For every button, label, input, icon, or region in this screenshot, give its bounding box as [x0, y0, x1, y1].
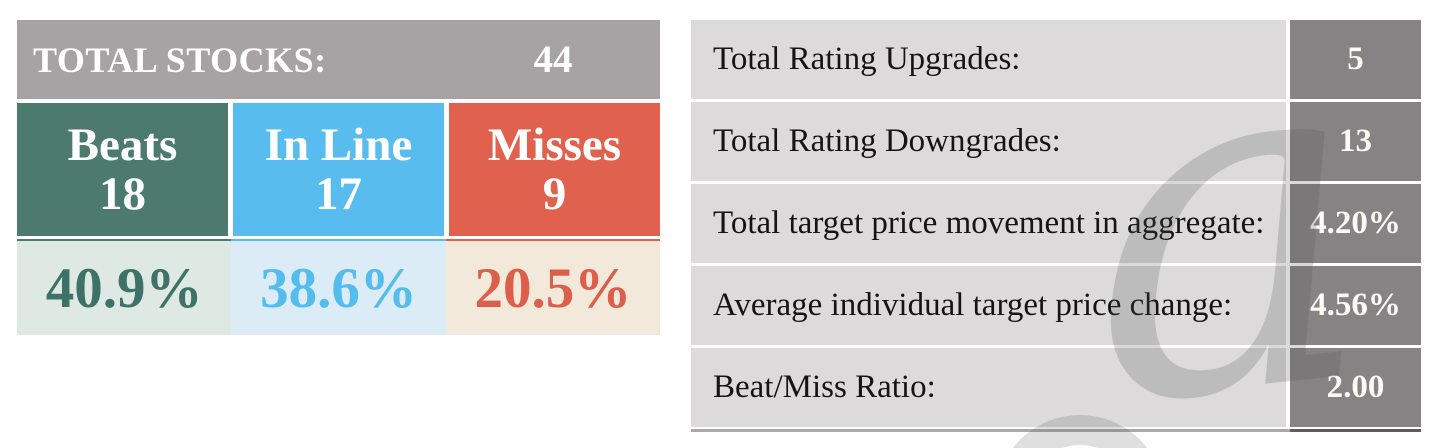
beats-count: 18	[99, 167, 146, 220]
row-value-downgrades: 13	[1290, 102, 1421, 181]
row-label-upgrades: Total Rating Upgrades:	[691, 20, 1286, 99]
column-divider	[1286, 266, 1290, 345]
row-value-upgrades: 5	[1290, 20, 1421, 99]
in-line-count: 17	[315, 167, 362, 220]
column-divider	[1286, 184, 1290, 263]
row-label-beat-miss-ratio: Beat/Miss Ratio:	[691, 348, 1286, 427]
row-label-average-change: Average individual target price change:	[691, 266, 1286, 345]
row-value-aggregate-movement: 4.20%	[1290, 184, 1421, 263]
table-row: Beat/Miss Ratio: 2.00	[691, 348, 1421, 427]
table-row: Total Rating Downgrades: 13	[691, 102, 1421, 181]
beats-label: Beats	[67, 118, 178, 171]
beats-cell: Beats 18	[17, 103, 228, 236]
table-row: Average individual target price change: …	[691, 266, 1421, 345]
table-row: Total Rating Upgrades: 5	[691, 20, 1421, 99]
total-stocks-label: TOTAL STOCKS:	[33, 39, 327, 80]
total-stocks-header: TOTAL STOCKS: 44	[17, 20, 660, 99]
category-count-row: Beats 18 In Line 17 Misses 9	[17, 103, 660, 236]
total-stocks-panel: TOTAL STOCKS: 44 Beats 18 In Line 17 Mis…	[17, 20, 660, 335]
total-stocks-value: 44	[533, 38, 573, 81]
row-value-average-change: 4.56%	[1290, 266, 1421, 345]
column-divider	[1286, 348, 1290, 427]
column-divider	[1286, 20, 1290, 99]
ratings-stats-table: Total Rating Upgrades: 5 Total Rating Do…	[691, 20, 1421, 432]
table-bottom-border	[691, 429, 1421, 432]
table-row: Total target price movement in aggregate…	[691, 184, 1421, 263]
row-value-beat-miss-ratio: 2.00	[1290, 348, 1421, 427]
row-label-aggregate-movement: Total target price movement in aggregate…	[691, 184, 1286, 263]
in-line-percent: 38.6%	[231, 239, 446, 335]
column-divider	[1286, 102, 1290, 181]
misses-count: 9	[542, 167, 567, 220]
category-percent-row: 40.9% 38.6% 20.5%	[17, 239, 660, 335]
in-line-cell: In Line 17	[233, 103, 444, 236]
beats-percent: 40.9%	[17, 239, 232, 335]
in-line-label: In Line	[264, 118, 413, 171]
misses-label: Misses	[487, 118, 622, 171]
misses-percent: 20.5%	[445, 239, 660, 335]
misses-cell: Misses 9	[449, 103, 660, 236]
row-label-downgrades: Total Rating Downgrades:	[691, 102, 1286, 181]
